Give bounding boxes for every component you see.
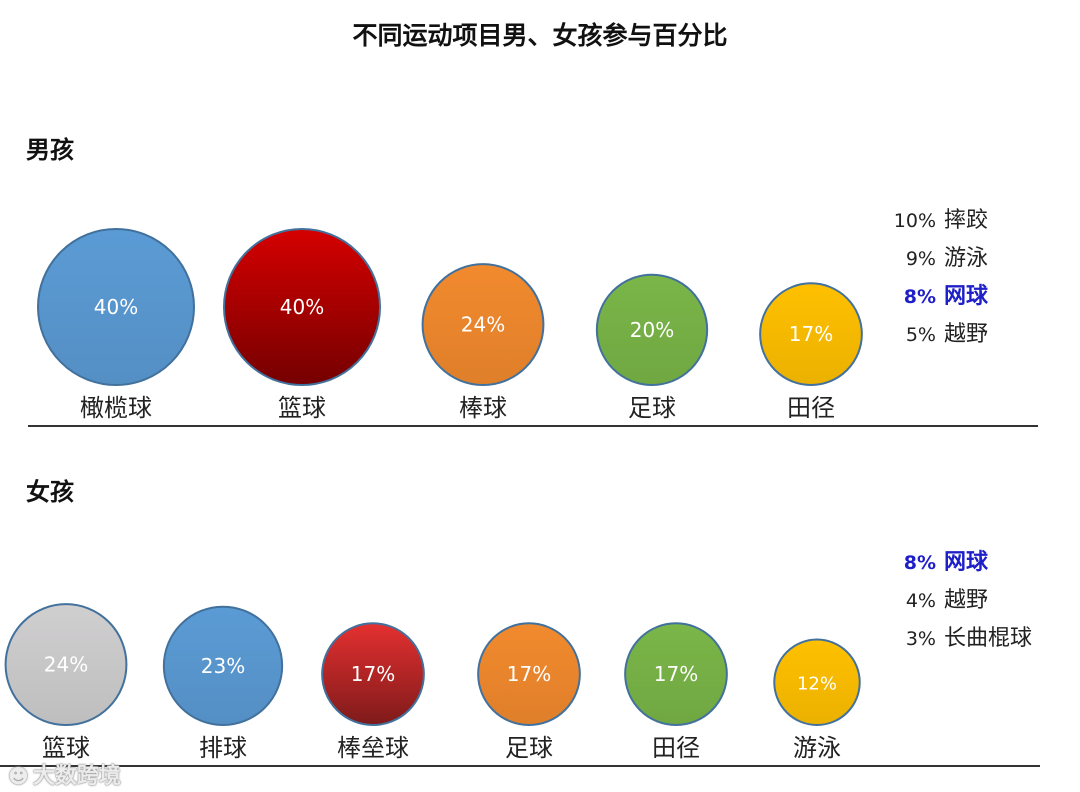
boys-bubble-value-4: 17% — [789, 322, 833, 346]
boys-bubble-value-2: 24% — [461, 313, 505, 337]
watermark-text: 大数跨境 — [32, 764, 121, 789]
girls-category-label-3: 足球 — [505, 734, 553, 762]
girls-bubble-0 — [4, 603, 128, 727]
girls-bubble-value-1: 23% — [201, 654, 245, 678]
girls-other-sport-row: 4% 越野 — [890, 582, 1032, 620]
other-sport-percent: 3% — [905, 628, 936, 650]
other-sport-percent: 8% — [903, 552, 936, 574]
boys-bubble-value-3: 20% — [630, 318, 674, 342]
boys-category-label-4: 田径 — [787, 394, 835, 422]
boys-category-label-1: 篮球 — [278, 394, 326, 422]
girls-bubble-value-5: 12% — [797, 673, 837, 694]
boys-bubble-0 — [37, 228, 195, 386]
other-sport-percent: 4% — [905, 590, 936, 612]
boys-other-sport-row: 10% 摔跤 — [890, 202, 988, 240]
girls-bubble-5 — [773, 638, 861, 727]
boys-bubble-3 — [595, 273, 709, 386]
other-sport-label: 网球 — [944, 550, 989, 575]
girls-category-label-0: 篮球 — [42, 734, 90, 762]
boys-category-label-3: 足球 — [628, 394, 676, 422]
girls-other-sport-row: 3% 长曲棍球 — [890, 620, 1032, 658]
boys-bubble-value-1: 40% — [280, 295, 324, 319]
boys-baseline — [28, 425, 1038, 427]
girls-bubble-3 — [477, 622, 581, 726]
girls-bubble-value-4: 17% — [654, 662, 698, 686]
other-sport-percent: 5% — [905, 324, 936, 346]
boys-group-label: 男孩 — [26, 136, 74, 164]
girls-bubble-1 — [162, 605, 284, 727]
watermark: ☻ 大数跨境 — [8, 758, 121, 790]
boys-bubble-value-0: 40% — [94, 295, 138, 319]
girls-bubble-2 — [321, 622, 425, 726]
girls-bubble-value-3: 17% — [507, 662, 551, 686]
other-sport-label: 网球 — [944, 284, 989, 309]
girls-other-sports-list: 8% 网球 4% 越野 3% 长曲棍球 — [890, 544, 1032, 658]
boys-bubble-1 — [223, 228, 381, 386]
girls-other-sport-row: 8% 网球 — [890, 544, 1032, 582]
girls-bubble-value-2: 17% — [351, 662, 395, 686]
girls-category-label-1: 排球 — [199, 734, 247, 762]
other-sport-label: 越野 — [944, 322, 989, 347]
girls-baseline — [0, 765, 1040, 767]
girls-group-label: 女孩 — [26, 478, 74, 506]
other-sport-label: 越野 — [944, 588, 989, 613]
weibo-icon: ☻ — [8, 764, 29, 788]
other-sport-percent: 10% — [893, 210, 936, 232]
girls-category-label-5: 游泳 — [793, 734, 841, 762]
girls-bubble-4 — [624, 622, 728, 726]
other-sport-percent: 8% — [903, 286, 936, 308]
boys-bubble-4 — [759, 282, 863, 386]
girls-category-label-2: 棒垒球 — [337, 734, 409, 762]
other-sport-label: 长曲棍球 — [944, 626, 1033, 651]
girls-bubble-value-0: 24% — [44, 653, 88, 677]
boys-other-sport-row: 8% 网球 — [890, 278, 988, 316]
other-sport-label: 游泳 — [944, 246, 989, 271]
other-sport-percent: 9% — [905, 248, 936, 270]
chart-title: 不同运动项目男、女孩参与百分比 — [352, 21, 728, 50]
girls-category-label-4: 田径 — [652, 734, 700, 762]
boys-bubble-2 — [421, 263, 545, 386]
boys-other-sports-list: 10% 摔跤 9% 游泳 8% 网球 5% 越野 — [890, 202, 988, 354]
boys-other-sport-row: 5% 越野 — [890, 316, 988, 354]
boys-category-label-2: 棒球 — [459, 394, 507, 422]
boys-other-sport-row: 9% 游泳 — [890, 240, 988, 278]
boys-category-label-0: 橄榄球 — [80, 394, 152, 422]
other-sport-label: 摔跤 — [944, 208, 989, 233]
